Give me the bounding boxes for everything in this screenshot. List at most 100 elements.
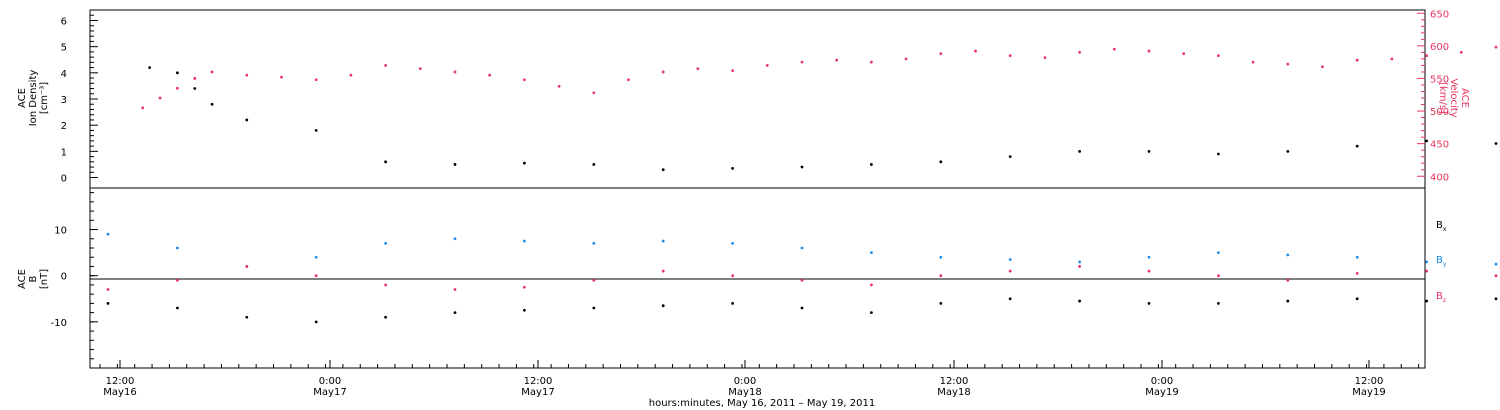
bz-point (939, 274, 943, 278)
velocity-point (870, 60, 873, 64)
by-point (731, 241, 734, 245)
by-point (1355, 255, 1359, 259)
velocity-label-line3: [km/s] (1437, 82, 1448, 114)
date-tick-label: May19 (1352, 387, 1385, 398)
bz-point (1147, 269, 1151, 273)
density-tick-label: 2 (61, 121, 67, 132)
velocity-tick-label: 450 (1430, 140, 1449, 151)
density-tick-label: 5 (61, 43, 67, 54)
time-tick-label: 0:00 (1151, 376, 1173, 387)
density-tick-label: 0 (61, 174, 67, 185)
velocity-point (418, 67, 422, 71)
density-point (1286, 149, 1290, 153)
velocity-point (1286, 62, 1290, 66)
bx-point (1425, 299, 1428, 303)
velocity-tick-label: 650 (1430, 9, 1449, 20)
bfield-label-line3: [nT] (39, 269, 50, 289)
velocity-point (1425, 54, 1428, 58)
by-point (384, 241, 387, 245)
velocity-label-line1: ACE (1459, 88, 1470, 108)
velocity-axis-ticks: 400 450 500 550 600 650 (1417, 9, 1449, 183)
density-point (148, 66, 152, 69)
density-tick-label: 1 (61, 147, 67, 158)
by-point (314, 255, 318, 259)
velocity-point (592, 91, 596, 95)
bx-point (800, 306, 804, 310)
density-point (245, 118, 249, 122)
velocity-point (731, 69, 734, 73)
time-tick-label: 12:00 (940, 376, 969, 387)
density-point (1494, 142, 1498, 145)
time-tick-label: 12:00 (1355, 376, 1384, 387)
velocity-tick-label: 500 (1430, 107, 1449, 118)
bx-point (453, 311, 457, 315)
by-point (1078, 260, 1081, 264)
date-tick-label: May19 (1145, 387, 1178, 398)
bx-point (592, 306, 596, 310)
velocity-point (193, 77, 197, 80)
velocity-point (557, 84, 561, 88)
bz-point (314, 274, 318, 278)
by-point (592, 241, 596, 245)
velocity-tick-label: 600 (1430, 42, 1449, 53)
velocity-label-line2: Velocity (1448, 78, 1459, 117)
bz-point (800, 278, 804, 282)
bz-point (1286, 278, 1290, 282)
density-point (176, 71, 179, 75)
velocity-point (1147, 49, 1151, 53)
bx-point (1147, 301, 1151, 305)
bfield-label-line2: B (28, 275, 39, 282)
velocity-point (800, 60, 804, 64)
velocity-axis-label: ACE Velocity [km/s] (1437, 78, 1470, 117)
density-point (384, 160, 387, 164)
bx-point (1008, 297, 1012, 301)
bx-point (731, 301, 734, 305)
bz-point (1425, 269, 1428, 273)
density-label-line3: [cm⁻³] (39, 82, 50, 114)
density-tick-label: 6 (61, 16, 67, 27)
time-axis-title: hours:minutes, May 16, 2011 – May 19, 20… (649, 398, 875, 409)
bx-point (384, 315, 387, 319)
velocity-point (1459, 50, 1463, 54)
bz-point (1217, 274, 1220, 278)
velocity-point (1008, 54, 1012, 58)
velocity-point (1078, 50, 1081, 54)
density-point (210, 102, 214, 106)
density-point (523, 161, 526, 165)
density-point (800, 165, 804, 169)
density-point (1078, 149, 1081, 153)
velocity-point (158, 96, 162, 100)
velocity-point (974, 49, 977, 53)
bx-point (523, 308, 526, 312)
velocity-point (1043, 56, 1047, 59)
bz-point (661, 269, 665, 273)
by-point (800, 246, 804, 250)
time-axis-ticks: 12:00May160:00May1712:00May170:00May1812… (99, 360, 1420, 398)
bz-point (1008, 269, 1012, 273)
density-point (1008, 155, 1012, 158)
by-point (1217, 251, 1220, 255)
velocity-tick-label: 550 (1430, 74, 1449, 85)
by-point (939, 255, 943, 259)
velocity-point (1390, 57, 1394, 61)
velocity-point (1182, 52, 1186, 56)
velocity-point (245, 73, 249, 77)
bz-point (1355, 271, 1359, 275)
velocity-point (904, 57, 908, 61)
velocity-point (453, 70, 457, 74)
density-tick-label: 4 (61, 69, 67, 80)
bz-point (245, 265, 249, 268)
bz-point (106, 288, 110, 291)
time-tick-label: 12:00 (524, 376, 553, 387)
by-point (661, 239, 665, 243)
velocity-point (349, 73, 353, 77)
date-tick-label: May18 (937, 387, 970, 398)
velocity-point (384, 64, 387, 67)
date-tick-label: May16 (103, 387, 136, 398)
bx-point (661, 304, 665, 308)
time-tick-label: 0:00 (734, 376, 756, 387)
legend-bz: Bz (1436, 291, 1446, 304)
density-point (870, 163, 873, 166)
bx-point (314, 320, 318, 324)
date-tick-label: May18 (728, 387, 761, 398)
